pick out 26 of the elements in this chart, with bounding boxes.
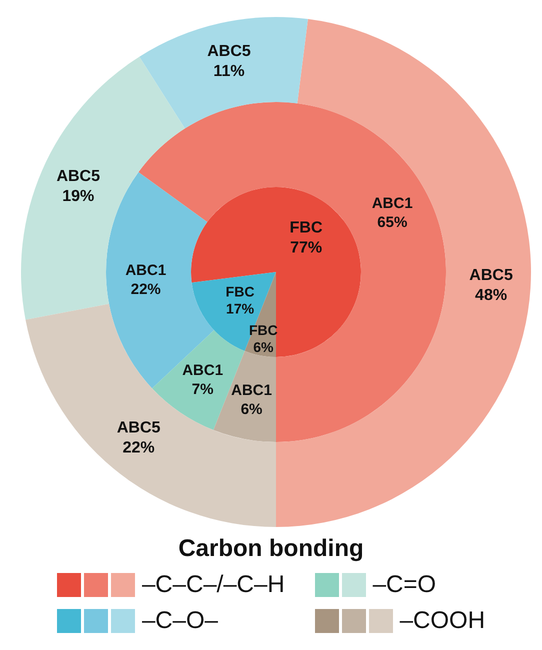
text: ABC1: [372, 194, 413, 212]
legend-label: –COOH: [400, 607, 486, 635]
data-label: 19%: [62, 188, 94, 205]
text: ABC5: [469, 267, 513, 284]
slice-label: ABC1: [231, 382, 272, 400]
legend-label: –C–O–: [142, 607, 218, 635]
text: FBC: [290, 219, 323, 236]
legend-label: –C=O: [372, 571, 436, 599]
data-label: 22%: [122, 440, 155, 457]
slice-label: ABC5: [56, 168, 100, 185]
data-label: 17%: [226, 300, 255, 316]
text: ABC5: [207, 43, 251, 60]
text: ABC5: [116, 420, 160, 437]
data-label: 11%: [213, 63, 245, 80]
legend-title: Carbon bonding: [177, 535, 365, 563]
data-label: 22%: [130, 281, 161, 298]
text: ABC1: [182, 362, 224, 379]
data-label: 6%: [240, 401, 262, 418]
data-label: 6%: [253, 338, 274, 355]
text: FBC: [226, 283, 254, 300]
data-label: 65%: [377, 214, 408, 231]
data-label: 77%: [290, 239, 322, 256]
legend-label: –C–C–/–C–H: [142, 571, 285, 599]
data-label: 7%: [192, 380, 214, 398]
data-label: 48%: [475, 287, 508, 304]
text: ABC1: [125, 262, 166, 280]
